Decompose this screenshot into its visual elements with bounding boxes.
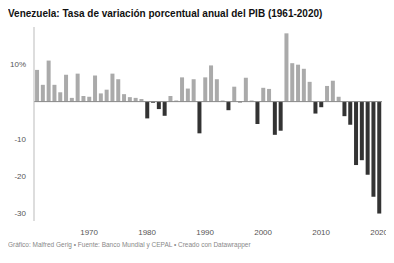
svg-text:1990: 1990 (196, 228, 214, 237)
svg-text:10%: 10% (10, 60, 26, 69)
svg-text:1970: 1970 (80, 228, 98, 237)
svg-text:-20: -20 (14, 172, 26, 181)
svg-text:-10: -10 (14, 135, 26, 144)
svg-text:2010: 2010 (312, 228, 330, 237)
html-text:Gráfico: Malfred Gerig • Fuent: Gráfico: Malfred Gerig • Fuente: Banco M… (8, 241, 251, 248)
html-text:Venezuela: Tasa de variación p: Venezuela: Tasa de variación porcentual … (8, 8, 323, 19)
svg-text:2000: 2000 (254, 228, 272, 237)
svg-text:-30: -30 (14, 209, 26, 218)
svg-text:2020: 2020 (370, 228, 386, 237)
svg-text:1980: 1980 (138, 228, 156, 237)
